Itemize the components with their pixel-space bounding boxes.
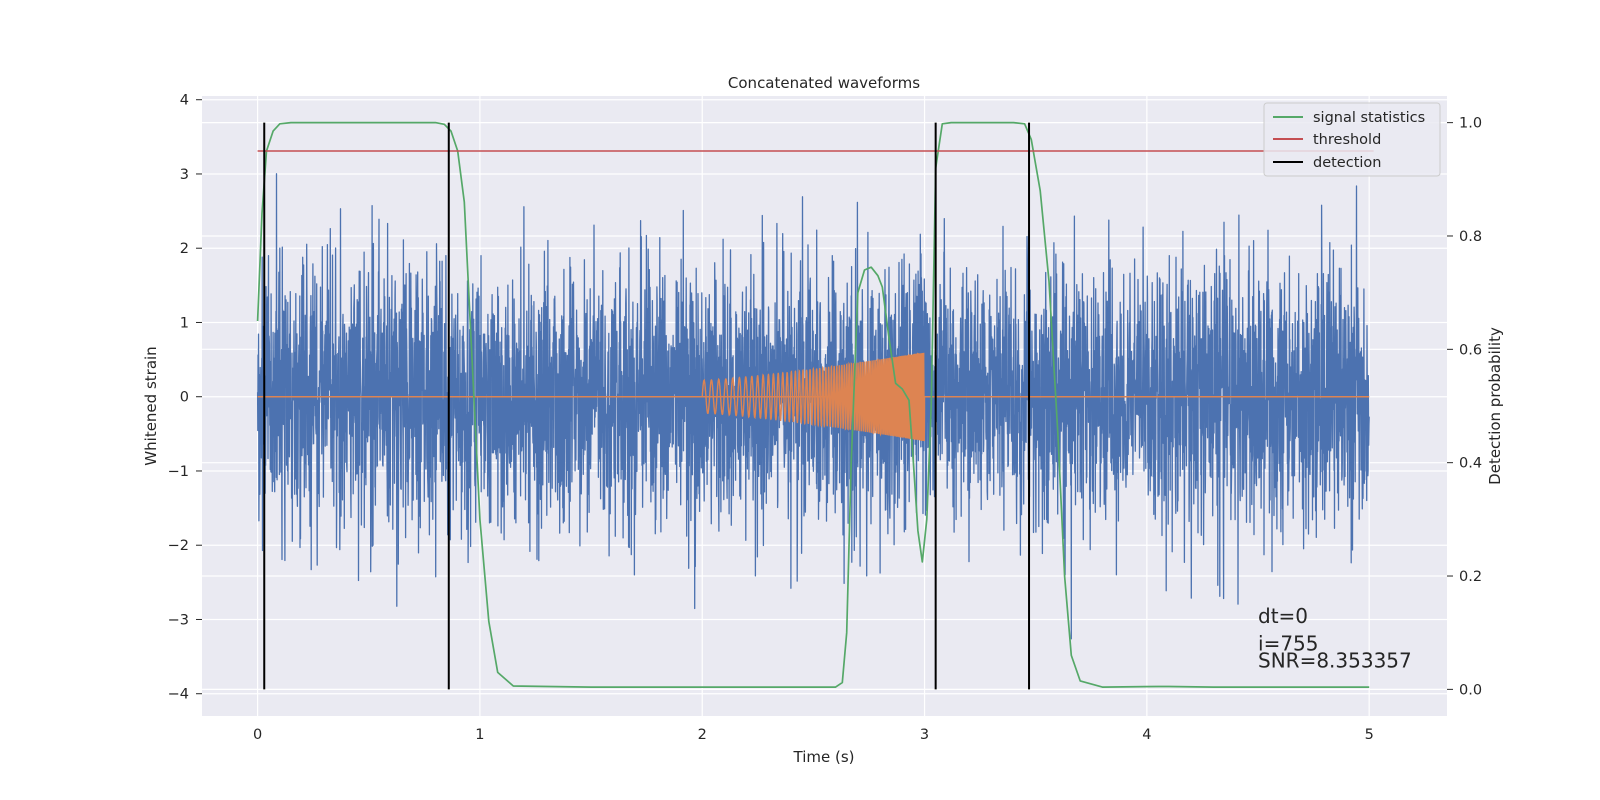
y-tick-label: 4: [180, 93, 189, 109]
x-tick-label: 4: [1142, 727, 1151, 743]
y-tick-label: −3: [168, 612, 189, 628]
strain-line: [256, 173, 1370, 640]
legend-label-signal-statistics: signal statistics: [1313, 110, 1425, 126]
y-tick-label: 0: [180, 390, 189, 406]
y-tick-label: 3: [180, 167, 189, 183]
x-tick-label: 1: [475, 727, 484, 743]
x-tick-label: 2: [698, 727, 707, 743]
x-axis-label: Time (s): [793, 748, 855, 766]
chirp-line: [701, 352, 926, 442]
x-tick-label: 3: [920, 727, 929, 743]
axis-ticks: 0 1 2 3 4 5 −4 −3 −2 −1 0 1 2 3 4 0.0 0.2 0.4 0.6 0.8 1.0: [168, 93, 1482, 743]
legend-label-detection: detection: [1313, 155, 1381, 171]
y-tick-label: −1: [168, 464, 189, 480]
y-tick-label: 2: [180, 241, 189, 257]
legend-label-threshold: threshold: [1313, 132, 1381, 148]
y2-tick-label: 0.4: [1459, 456, 1482, 472]
annotation-text: dt=0: [1258, 604, 1308, 628]
y-axis-label: Whitened strain: [142, 346, 160, 465]
chart-title: Concatenated waveforms: [728, 74, 920, 92]
signal-statistics-line: [256, 121, 1370, 688]
y2-tick-label: 0.2: [1459, 569, 1482, 585]
y2-axis-label: Detection probability: [1486, 327, 1504, 485]
y-tick-label: 1: [180, 315, 189, 331]
y2-tick-label: 0.0: [1459, 682, 1482, 698]
strain-series: [256, 173, 1370, 640]
y2-tick-label: 0.6: [1459, 342, 1482, 358]
legend-box: [1263, 102, 1441, 177]
legend: signal statistics threshold detection: [1263, 102, 1441, 177]
chirp-series: [257, 352, 1370, 442]
x-tick-label: 0: [253, 727, 262, 743]
y-tick-label: −4: [168, 687, 189, 703]
annotation-text: i=755: [1258, 632, 1319, 656]
y-tick-label: −2: [168, 538, 189, 554]
probability-series: [256, 121, 1374, 690]
annotation-text: SNR=8.353357: [1258, 649, 1412, 673]
x-tick-label: 5: [1365, 727, 1374, 743]
y2-tick-label: 1.0: [1459, 116, 1482, 132]
y2-tick-label: 0.8: [1459, 229, 1482, 245]
